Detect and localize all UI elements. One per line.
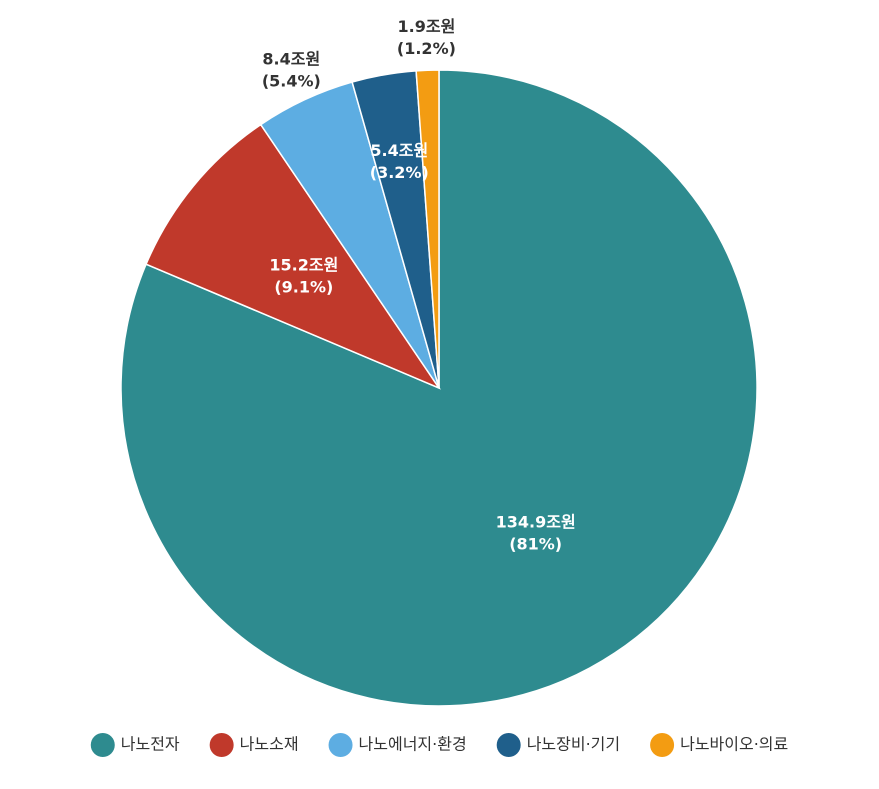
legend-marker <box>650 733 675 757</box>
data-label: 8.4조원 <box>262 49 320 68</box>
legend-marker <box>496 733 521 757</box>
legend-marker <box>90 733 115 757</box>
percent-label: (5.4%) <box>262 71 321 90</box>
legend-label: 나노바이오·의료 <box>680 735 788 754</box>
pie-slice <box>145 123 442 390</box>
legend-label: 나노장비·기기 <box>527 735 620 754</box>
legend-marker <box>328 733 353 757</box>
percent-label: (81%) <box>509 534 562 553</box>
pie-slice <box>415 69 440 389</box>
percent-label: (9.1%) <box>274 277 333 296</box>
legend-label: 나노소재 <box>240 735 299 754</box>
legend-label: 나노전자 <box>121 735 180 754</box>
data-label: 15.2조원 <box>269 255 338 274</box>
data-label: 1.9조원 <box>398 17 456 36</box>
data-label: 134.9조원 <box>496 512 576 531</box>
legend-label: 나노에너지·환경 <box>359 735 467 754</box>
data-label: 5.4조원 <box>370 141 428 160</box>
percent-label: (3.2%) <box>370 163 429 182</box>
legend-marker <box>209 733 234 757</box>
legend: 나노전자 나노소재 나노에너지·환경 나노장비·기기 나노바이오·의료 <box>90 733 788 757</box>
percent-label: (1.2%) <box>397 39 456 58</box>
